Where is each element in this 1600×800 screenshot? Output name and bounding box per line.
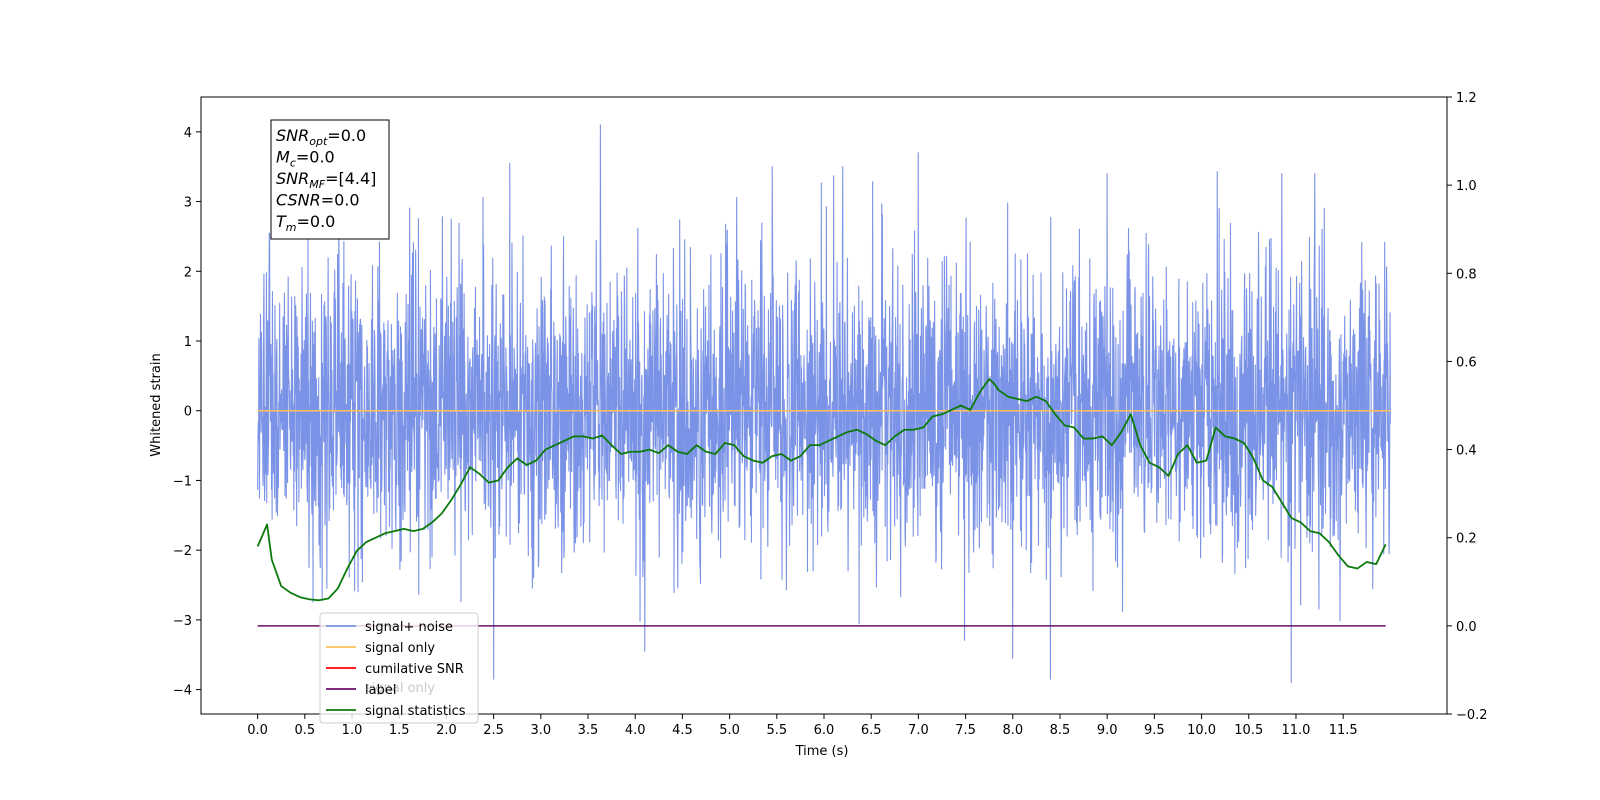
x-tick-label: 6.5 <box>861 723 882 738</box>
y-tick-label-left: 3 <box>184 196 192 211</box>
x-tick-label: 10.0 <box>1187 723 1216 738</box>
info-symbol: T <box>276 212 287 231</box>
y-axis-left: −4 −3 −2 −1 0 1 2 3 4 <box>173 126 201 699</box>
x-axis: 0.0 0.5 1.0 1.5 2.0 2.5 3.0 3.5 4.0 4.5 5.0 5.5 6.0 6… <box>247 714 1358 738</box>
info-line: CSNR=0.0 <box>276 191 360 210</box>
y-axis-label: Whitened strain <box>149 353 164 456</box>
y-tick-label-right: −0.2 <box>1456 708 1488 723</box>
legend-label: signal only <box>365 641 435 656</box>
series-line-signal-statistics <box>256 378 1387 602</box>
x-tick-label: 0.5 <box>294 723 315 738</box>
y-tick-label-right: 0.8 <box>1456 267 1477 282</box>
x-tick-label: 10.5 <box>1234 723 1263 738</box>
info-line: SNRMF=[4.4] <box>276 169 376 191</box>
info-box-frame <box>270 119 390 240</box>
y-tick-label-left: −2 <box>173 544 192 559</box>
x-tick-label: 0.0 <box>247 723 268 738</box>
info-line: SNRopt=0.0 <box>276 126 366 148</box>
x-tick-label: 7.0 <box>908 723 929 738</box>
series-line-signal-noise <box>257 124 1391 684</box>
y-tick-label-right: 0.6 <box>1456 355 1477 370</box>
x-tick-label: 4.5 <box>672 723 693 738</box>
y-tick-label-left: −1 <box>173 474 192 489</box>
y-tick-label-left: 0 <box>184 405 192 420</box>
x-tick-label: 4.0 <box>625 723 646 738</box>
legend-label: signal statistics <box>365 704 466 719</box>
x-tick-label: 11.5 <box>1329 723 1358 738</box>
y-tick-label-left: 2 <box>184 265 192 280</box>
y-tick-label-left: −4 <box>173 684 192 699</box>
x-tick-label: 8.5 <box>1050 723 1071 738</box>
y-tick-label-right: 0.4 <box>1456 444 1477 459</box>
info-annotation-box: SNRopt=0.0Mc=0.0SNRMF=[4.4]CSNR=0.0Tm=0.… <box>270 119 390 240</box>
info-value: =0.0 <box>297 212 336 231</box>
x-tick-label: 9.0 <box>1097 723 1118 738</box>
y-tick-label-right: 0.2 <box>1456 532 1477 547</box>
x-tick-label: 5.0 <box>719 723 740 738</box>
y-tick-label-left: 1 <box>184 335 192 350</box>
x-tick-label: 11.0 <box>1281 723 1310 738</box>
x-tick-label: 3.0 <box>530 723 551 738</box>
legend: signal only signal+ noise signal only cumil… <box>319 612 479 724</box>
x-tick-label: 7.5 <box>955 723 976 738</box>
x-tick-label: 6.0 <box>814 723 835 738</box>
info-subscript: c <box>290 157 296 170</box>
y-tick-label-right: 1.2 <box>1456 91 1477 106</box>
info-symbol: M <box>276 148 290 167</box>
x-tick-label: 2.5 <box>483 723 504 738</box>
info-subscript: MF <box>309 178 325 191</box>
y-axis-right: −0.2 0.0 0.2 0.4 0.6 0.8 1.0 1.2 <box>1447 91 1488 723</box>
y-tick-label-left: 4 <box>184 126 192 141</box>
info-symbol: SNR <box>276 126 309 145</box>
info-value: =0.0 <box>296 148 335 167</box>
info-symbol: SNR <box>276 169 309 188</box>
x-tick-label: 1.0 <box>342 723 363 738</box>
x-tick-label: 1.5 <box>389 723 410 738</box>
info-value: =0.0 <box>321 191 360 210</box>
y-tick-label-right: 0.0 <box>1456 620 1477 635</box>
info-line: Mc=0.0 <box>276 148 335 170</box>
x-tick-label: 8.0 <box>1002 723 1023 738</box>
info-value: =0.0 <box>327 126 366 145</box>
y-tick-label-left: −3 <box>173 614 192 629</box>
legend-frame <box>319 612 479 724</box>
legend-label: cumilative SNR <box>365 662 464 677</box>
info-value: =[4.4] <box>325 169 376 188</box>
y-tick-label-right: 1.0 <box>1456 179 1477 194</box>
legend-overlap-text: signal only <box>365 681 435 696</box>
info-line: Tm=0.0 <box>276 212 335 234</box>
x-tick-label: 2.0 <box>436 723 457 738</box>
info-subscript: opt <box>309 135 328 148</box>
x-axis-label: Time (s) <box>795 744 849 759</box>
legend-label: signal+ noise <box>365 620 453 635</box>
x-tick-label: 3.5 <box>578 723 599 738</box>
info-subscript: m <box>286 221 297 234</box>
legend-label: label <box>365 683 396 698</box>
x-tick-label: 5.5 <box>766 723 787 738</box>
info-symbol: CSNR <box>276 191 321 210</box>
x-tick-label: 9.5 <box>1144 723 1165 738</box>
